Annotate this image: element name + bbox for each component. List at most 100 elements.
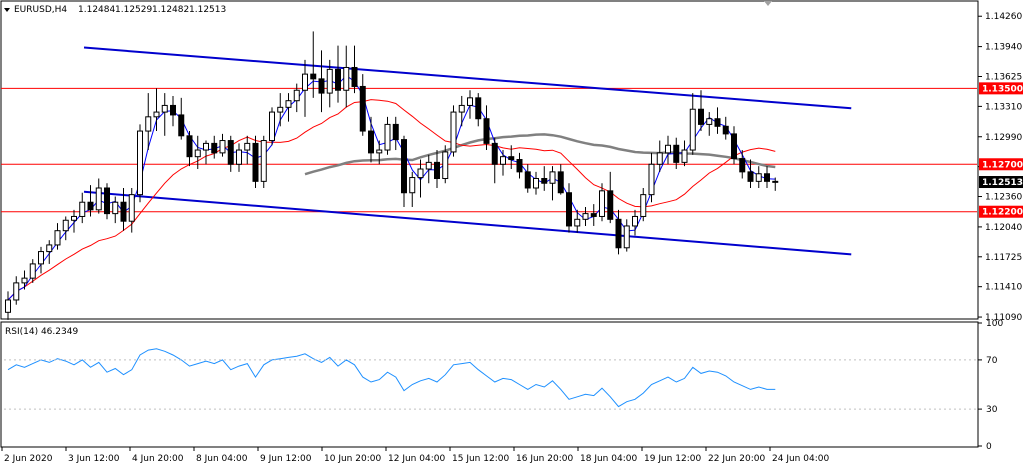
candle-body: [260, 140, 267, 182]
candle-body: [29, 263, 36, 279]
candle-body: [211, 142, 218, 154]
open-value: 1.12484: [78, 5, 115, 15]
time-tick-label: 12 Jun 04:00: [388, 454, 445, 464]
candle-body: [293, 89, 300, 102]
rsi-tick-label: 70: [986, 356, 998, 366]
candle-body: [392, 123, 399, 141]
candle-body: [467, 97, 473, 106]
candle-body: [541, 178, 548, 184]
candle-body: [401, 139, 407, 194]
candle-body: [706, 118, 713, 125]
rsi-line: [7, 348, 776, 408]
price-tags: 1.13500 1.12700 1.12513 1.12200: [979, 82, 1023, 218]
candle-body: [244, 142, 251, 151]
candle-body: [46, 244, 53, 253]
candle-body: [425, 161, 432, 170]
candle-body: [145, 116, 152, 132]
candle-body: [310, 73, 317, 80]
ma-slow-line: [304, 133, 776, 176]
close-value: 1.12513: [189, 5, 226, 15]
price-tick-label: 1.12360: [985, 193, 1022, 203]
candle-body: [549, 171, 556, 184]
price-tick-label: 1.11410: [985, 283, 1022, 293]
symbol-label: EURUSD,H4: [14, 5, 67, 15]
candle-body: [640, 194, 647, 217]
candle-body: [62, 219, 69, 232]
candle-body: [475, 97, 482, 120]
channel-line: [83, 46, 852, 110]
candle-body: [689, 108, 696, 151]
price-tag-label: 1.12200: [982, 208, 1023, 218]
price-tick-label: 1.12990: [985, 133, 1022, 143]
candle-body: [772, 180, 779, 183]
time-tick-label: 9 Jun 12:00: [260, 454, 312, 464]
price-tick-label: 1.11725: [985, 253, 1022, 263]
candles: [5, 31, 779, 320]
time-tick-label: 15 Jun 12:00: [452, 454, 509, 464]
candle-body: [764, 173, 770, 182]
time-tick-label: 16 Jun 20:00: [516, 454, 573, 464]
candle-body: [450, 111, 457, 153]
candle-body: [434, 161, 440, 180]
candle-body: [227, 140, 234, 165]
rsi-tick-label: 30: [986, 405, 998, 415]
candle-body: [557, 171, 564, 194]
symbol-dropdown-icon[interactable]: [4, 8, 10, 12]
candle-body: [582, 213, 589, 220]
price-tag-label: 1.12700: [982, 160, 1023, 170]
candle-body: [739, 158, 746, 173]
price-tick-label: 1.13625: [985, 72, 1022, 82]
candle-body: [285, 100, 292, 108]
time-tick-label: 18 Jun 04:00: [580, 454, 637, 464]
candle-body: [442, 151, 449, 180]
candle-body: [731, 133, 737, 160]
candle-body: [326, 68, 333, 94]
rsi-panel-frame: [0, 321, 979, 448]
candle-body: [368, 130, 374, 154]
candle-body: [343, 66, 350, 91]
candle-body: [120, 201, 127, 222]
candle-body: [236, 149, 242, 165]
candle-body: [302, 73, 308, 91]
rsi-tick-label: 100: [986, 319, 1003, 329]
chart-shift-marker-icon[interactable]: [764, 1, 772, 6]
candle-body: [186, 135, 193, 158]
candle-body: [417, 168, 424, 179]
candle-body: [87, 201, 94, 211]
candle-body: [722, 125, 729, 135]
time-tick-label: 10 Jun 20:00: [324, 454, 381, 464]
candle-body: [54, 230, 61, 246]
rsi-indicator: [7, 348, 776, 408]
price-tick-label: 1.13310: [985, 102, 1022, 112]
candle-body: [104, 187, 110, 215]
time-tick-label: 2 Jun 2020: [4, 454, 53, 464]
channel-line: [83, 190, 852, 256]
rsi-axis: 100 70 30 0: [4, 319, 1003, 452]
candle-body: [698, 108, 704, 125]
candle-body: [615, 218, 622, 249]
price-tick-label: 1.12040: [985, 223, 1022, 233]
candle-body: [524, 171, 531, 189]
candle-body: [500, 156, 506, 165]
candle-body: [95, 187, 102, 211]
horizontal-levels: [1, 87, 977, 213]
candle-body: [269, 111, 275, 142]
candle-body: [648, 163, 655, 196]
candle-body: [335, 68, 341, 91]
candle-body: [277, 106, 284, 113]
price-tick-label: 1.11090: [985, 313, 1022, 323]
candle-body: [623, 225, 630, 249]
price-tick-label: 1.13940: [985, 43, 1022, 53]
candle-body: [533, 178, 539, 189]
candle-body: [38, 251, 44, 265]
ma-mid-line: [7, 99, 776, 301]
candle-body: [79, 201, 86, 217]
price-panel-frame: [0, 0, 979, 320]
rsi-tick-label: 0: [986, 442, 992, 452]
rsi-label: RSI(14) 46.2349: [5, 327, 78, 337]
time-tick-label: 3 Jun 12:00: [68, 454, 120, 464]
candle-body: [203, 142, 209, 151]
candle-body: [590, 213, 597, 217]
candle-body: [170, 104, 176, 116]
